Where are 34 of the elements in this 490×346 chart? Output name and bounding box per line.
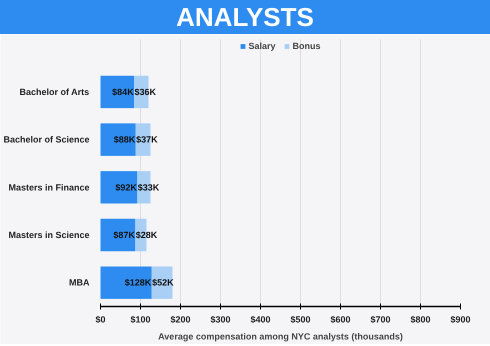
- bar: [100, 266, 152, 299]
- bar: [100, 76, 134, 108]
- legend-label: Bonus: [292, 41, 321, 51]
- y-tick-label: Bachelor of Arts: [19, 86, 90, 97]
- x-tick-label: $400: [250, 314, 271, 324]
- y-tick-label: Masters in Finance: [8, 182, 90, 192]
- chart-title: ANALYSTS: [176, 1, 314, 34]
- y-tick-label: MBA: [69, 278, 90, 288]
- data-label: $128K: [124, 278, 152, 288]
- data-label: $28K: [136, 230, 158, 240]
- x-tick-label: $600: [330, 314, 351, 324]
- x-tick-label: $700: [370, 314, 391, 324]
- data-label: $88K: [114, 134, 136, 145]
- x-tick-label: $200: [170, 314, 191, 324]
- x-tick-label: $100: [130, 314, 151, 324]
- data-label: $52K: [152, 278, 174, 288]
- bar: [100, 171, 138, 204]
- x-tick-label: $500: [290, 314, 311, 324]
- data-label: $36K: [134, 86, 157, 97]
- y-tick-label: Bachelor of Science: [3, 134, 90, 145]
- bar: [100, 218, 136, 252]
- x-tick-label: $900: [450, 314, 471, 324]
- x-tick-label: $300: [210, 314, 231, 324]
- legend-label: Salary: [248, 41, 276, 51]
- x-tick-label: $0: [95, 314, 106, 324]
- x-axis-title: Average compensation among NYC analysts (thousands): [158, 332, 403, 342]
- x-tick-label: $800: [410, 314, 431, 324]
- data-label: $33K: [138, 182, 160, 192]
- data-label: $92K: [115, 182, 138, 192]
- data-label: $37K: [136, 134, 158, 145]
- data-label: $84K: [112, 86, 134, 97]
- bar: [100, 123, 136, 156]
- y-tick-label: Masters in Science: [8, 230, 90, 240]
- data-label: $87K: [113, 230, 136, 240]
